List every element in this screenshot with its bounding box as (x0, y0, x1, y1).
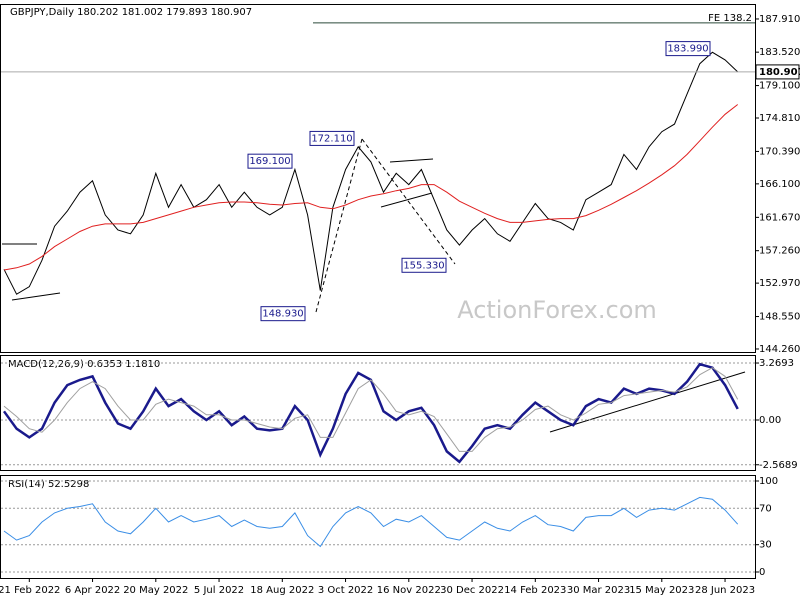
last-price-box (755, 64, 800, 80)
series-line (3, 51, 739, 295)
y-tick-label: 70 (759, 503, 772, 514)
chart-title: GBPJPY,Daily 180.202 181.002 179.893 180… (10, 7, 252, 18)
x-tick-label: 20 May 2022 (123, 585, 188, 596)
trendlines (2, 158, 746, 433)
y-tick-label: 174.810 (759, 113, 800, 124)
fe-label: FE 138.2 (708, 13, 752, 24)
y-tick-label: 179.100 (759, 81, 800, 92)
annotation-label: 148.930 (262, 309, 303, 320)
rsi-pane (0, 475, 756, 579)
x-tick-label: 18 Aug 2022 (250, 585, 314, 596)
y-tick-label: 30 (759, 540, 772, 551)
y-tick-label: 3.2693 (759, 358, 794, 369)
y-tick-label: 144.260 (759, 344, 800, 355)
annotation-label: 183.990 (667, 44, 708, 55)
x-tick-label: 30 Mar 2023 (567, 585, 630, 596)
y-tick-label: 161.670 (759, 212, 800, 223)
series-line (3, 104, 739, 271)
x-tick-label: 28 Jun 2023 (695, 585, 755, 596)
y-tick-label: -2.5689 (759, 460, 798, 471)
x-tick-label: 6 Apr 2022 (65, 585, 120, 596)
projection-lines (315, 138, 456, 313)
macd-title: MACD(12,26,9) 0.6353 1.1810 (8, 359, 160, 370)
annotation-box (401, 257, 447, 273)
y-tick-label: 0 (759, 567, 765, 578)
x-tick-label: 16 Nov 2022 (377, 585, 441, 596)
series-line (3, 367, 739, 452)
x-tick-label: 3 Oct 2022 (318, 585, 373, 596)
price-pane (0, 4, 756, 353)
x-tick-label: 5 Jul 2022 (194, 585, 244, 596)
y-tick-label: 0.00 (759, 415, 781, 426)
annotation-box (665, 41, 711, 57)
x-tick-label: 15 May 2023 (629, 585, 694, 596)
macd-pane (0, 355, 756, 471)
watermark: ActionForex.com (457, 296, 657, 324)
annotation-box (260, 306, 306, 322)
y-tick-label: 152.970 (759, 278, 800, 289)
x-tick-label: 21 Feb 2022 (0, 585, 60, 596)
x-tick-label: 30 Dec 2022 (440, 585, 504, 596)
last-price-label: 180.907 (759, 67, 800, 78)
annotation-label: 169.100 (249, 156, 290, 167)
annotation-label: 155.330 (403, 260, 444, 271)
y-tick-label: 187.910 (759, 14, 800, 25)
y-tick-label: 157.260 (759, 246, 800, 257)
y-tick-label: 183.520 (759, 47, 800, 58)
series-line (3, 496, 739, 548)
x-tick-label: 14 Feb 2023 (504, 585, 566, 596)
annotation-box (309, 130, 355, 146)
y-tick-label: 148.550 (759, 312, 800, 323)
rsi-title: RSI(14) 52.5298 (8, 479, 89, 490)
annotation-label: 172.110 (311, 133, 352, 144)
annotation-box (247, 153, 293, 169)
y-tick-label: 100 (759, 476, 778, 487)
y-tick-label: 166.100 (759, 179, 800, 190)
y-tick-label: 170.390 (759, 146, 800, 157)
